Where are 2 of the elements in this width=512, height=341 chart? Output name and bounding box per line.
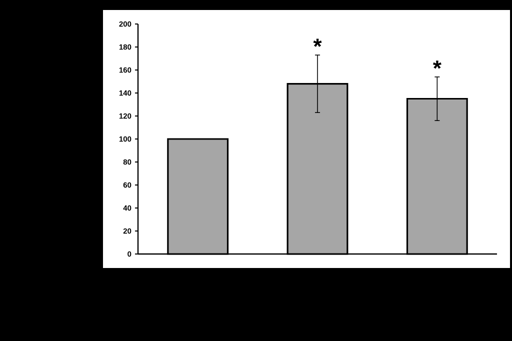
annotation: * [313, 38, 322, 47]
annotation: * [432, 60, 442, 69]
